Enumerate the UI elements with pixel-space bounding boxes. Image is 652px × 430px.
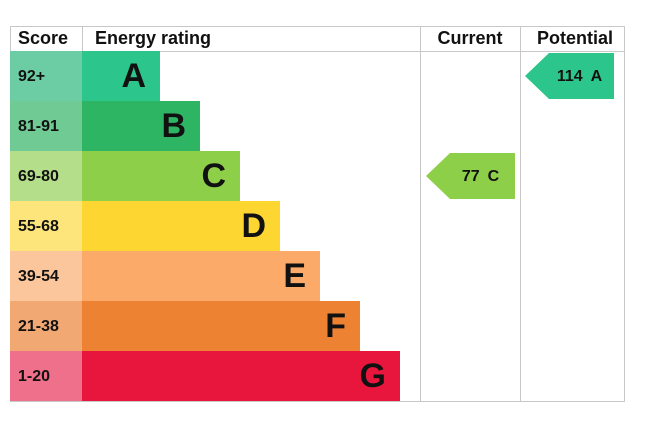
- score-range: 55-68: [18, 218, 59, 235]
- current-arrow: [426, 153, 515, 199]
- score-cell: [10, 201, 82, 251]
- current-letter: C: [488, 168, 500, 185]
- score-range: 1-20: [18, 368, 50, 385]
- score-cell: [10, 101, 82, 151]
- score-cell: [10, 351, 82, 401]
- score-cell: [10, 151, 82, 201]
- potential-arrow: [525, 53, 614, 99]
- rating-letter: E: [283, 257, 306, 295]
- current-score: 77: [462, 168, 480, 185]
- score-range: 92+: [18, 68, 45, 85]
- score-cell: [10, 251, 82, 301]
- current-label: 77 C: [462, 168, 500, 185]
- header-potential: Potential: [537, 28, 613, 48]
- rating-bar: [82, 101, 200, 151]
- potential-label: 114 A: [557, 68, 603, 85]
- score-cell: [10, 51, 82, 101]
- rating-letter: C: [201, 157, 226, 195]
- potential-letter: A: [591, 68, 603, 85]
- header-current: Current: [437, 28, 502, 48]
- score-cell: [10, 301, 82, 351]
- rating-bar: [82, 51, 160, 101]
- rating-bar: [82, 351, 400, 401]
- rating-letter: A: [121, 57, 146, 95]
- rating-letter: D: [241, 207, 266, 245]
- rating-letter: G: [360, 357, 386, 395]
- rating-bar: [82, 151, 240, 201]
- rating-bar: [82, 201, 280, 251]
- potential-score: 114: [557, 68, 583, 85]
- header-score: Score: [18, 28, 68, 48]
- header-rating: Energy rating: [95, 28, 211, 48]
- rating-letter: B: [161, 107, 186, 145]
- rating-bar: [82, 251, 320, 301]
- rating-bar: [82, 301, 360, 351]
- rating-letter: F: [325, 307, 346, 345]
- score-range: 21-38: [18, 318, 59, 335]
- score-range: 69-80: [18, 168, 59, 185]
- score-range: 39-54: [18, 268, 59, 285]
- score-range: 81-91: [18, 118, 59, 135]
